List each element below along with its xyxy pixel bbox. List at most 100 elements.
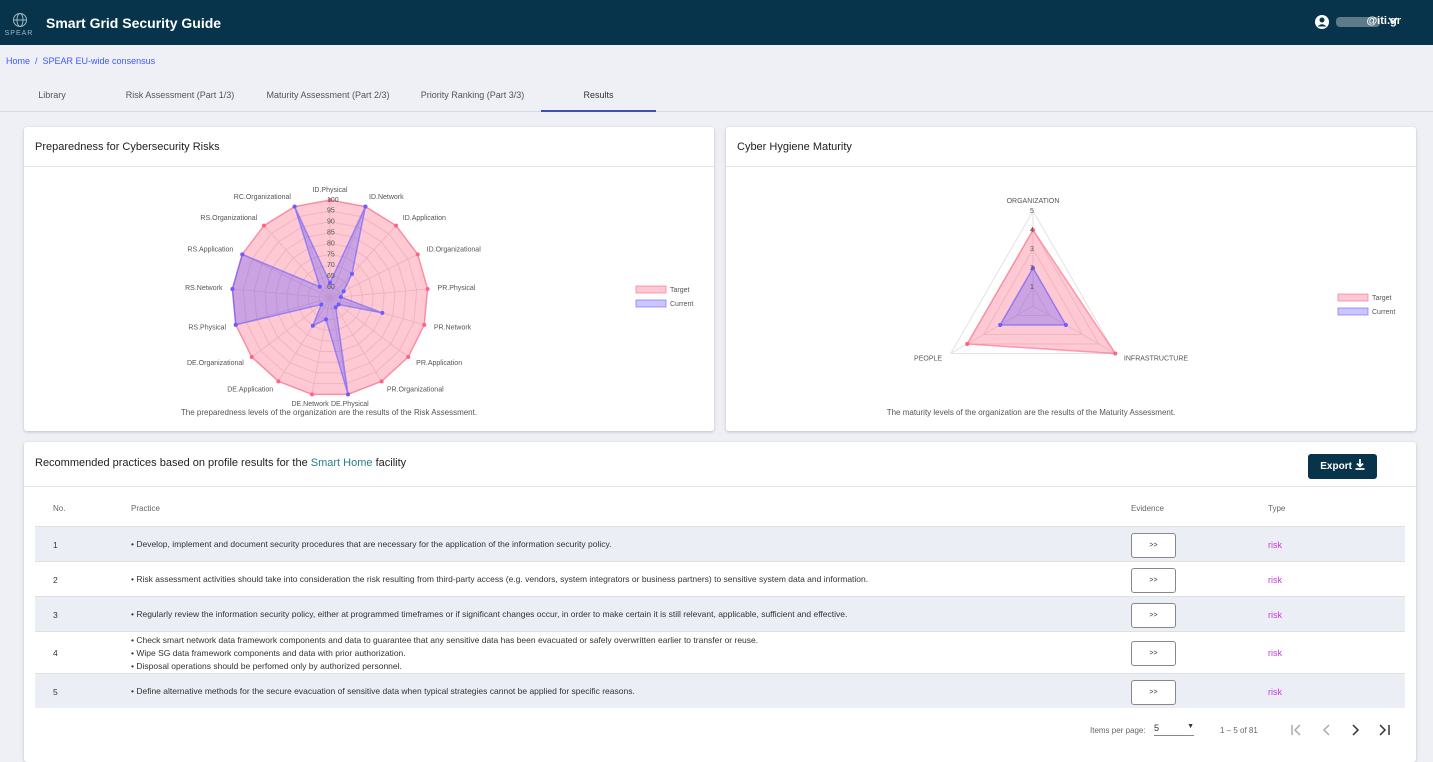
- radar-point: [1113, 351, 1118, 356]
- grid-ring: [242, 210, 418, 385]
- spoke: [1032, 305, 1116, 354]
- user-email[interactable]: @iti.gr: [1366, 15, 1401, 27]
- practice-cell: • Develop, implement and document securi…: [131, 538, 611, 551]
- spoke: [277, 297, 331, 382]
- last-page[interactable]: [1379, 724, 1390, 736]
- row-number: 3: [53, 609, 58, 620]
- practice-cell: • Risk assessment activities should take…: [131, 573, 868, 586]
- axis-label: RC.Organizational: [234, 194, 292, 201]
- radar-point: [319, 302, 324, 307]
- chart-card: Cyber Hygiene Maturity Target Current 1 2 3 4…: [726, 127, 1416, 431]
- crumb-link[interactable]: Home: [6, 56, 31, 66]
- radar-point: [310, 323, 315, 328]
- spoke: [329, 206, 366, 299]
- r-tick-label: 90: [327, 219, 335, 226]
- type-label: risk: [1268, 648, 1282, 658]
- row-number: 2: [53, 574, 58, 585]
- radar-point: [394, 223, 399, 228]
- r-tick-label: 70: [327, 262, 335, 269]
- radar-point: [415, 252, 420, 257]
- radar-point: [346, 392, 351, 397]
- next-page[interactable]: [1352, 724, 1360, 736]
- grid-ring: [286, 253, 374, 342]
- r-tick-label: 95: [327, 208, 335, 215]
- practice-line: • Risk assessment activities should take…: [131, 574, 869, 584]
- evidence-button[interactable]: >>: [1131, 532, 1176, 558]
- table-row: 1 • Develop, implement and document secur…: [35, 526, 1405, 561]
- spoke: [329, 288, 428, 299]
- tab[interactable]: Library: [38, 90, 66, 100]
- axis-label: RS.Organizational: [200, 215, 257, 222]
- column-header: Practice: [131, 504, 160, 513]
- grid-ring: [982, 247, 1084, 335]
- card-title: Recommended practices based on profile r…: [24, 442, 1416, 487]
- radar-point: [292, 204, 297, 209]
- evidence-button[interactable]: >>: [1131, 602, 1176, 628]
- radar-point: [1031, 228, 1035, 232]
- legend-swatch: [635, 285, 667, 294]
- app-title: Smart Grid Security Guide: [46, 15, 222, 31]
- type-label: risk: [1268, 686, 1282, 697]
- account-icon[interactable]: [1314, 14, 1330, 30]
- radar-point: [323, 317, 328, 322]
- axis-label: RS.Physical: [188, 324, 226, 331]
- r-tick-label: 80: [327, 240, 335, 247]
- r-tick-label: 4: [1030, 227, 1034, 234]
- r-tick-label: 5: [1030, 208, 1034, 215]
- radar-area: [965, 228, 1117, 355]
- practice-line: • Wipe SG data framework components and …: [131, 647, 406, 658]
- practice-line: • Disposal operations should be perfomed…: [131, 660, 402, 671]
- axis-label: ID.Network: [369, 194, 404, 201]
- r-tick-label: 65: [327, 273, 335, 280]
- tab[interactable]: Risk Assessment (Part 1/3): [125, 90, 235, 100]
- select-value: 5: [1154, 723, 1160, 733]
- grid-ring: [253, 221, 407, 374]
- column-header: No.: [53, 504, 66, 513]
- axis-label: ID.Physical: [312, 187, 347, 194]
- items-per-page-select[interactable]: 5 ▼: [1154, 723, 1194, 736]
- evidence-button[interactable]: >>: [1131, 641, 1176, 666]
- pager-buttons: [1291, 724, 1390, 736]
- legend-swatch: [1337, 293, 1369, 302]
- axis-label: PEOPLE: [914, 355, 942, 362]
- radar-point: [317, 284, 322, 289]
- prev-page[interactable]: [1322, 724, 1330, 736]
- radar-chart: Target Current 60 65 70 75 80 85 90 95 100 ID.Physi…: [181, 187, 693, 417]
- spoke: [242, 253, 331, 299]
- evidence-button[interactable]: >>: [1131, 679, 1176, 705]
- dropdown-icon[interactable]: [1388, 17, 1398, 25]
- practice-line: • Check smart network data framework com…: [131, 634, 759, 645]
- first-page[interactable]: [1291, 724, 1301, 736]
- spoke: [329, 225, 397, 299]
- axis-label: RS.Application: [187, 247, 233, 254]
- practice-line: • Develop, implement and document securi…: [131, 539, 612, 549]
- r-tick-label: 2: [1030, 265, 1034, 272]
- type-label: risk: [1268, 609, 1282, 620]
- tab[interactable]: Results: [541, 76, 656, 112]
- select-arrow: ▼: [1187, 723, 1194, 730]
- radar-point: [350, 271, 355, 276]
- radar-point: [328, 198, 332, 202]
- facility-link[interactable]: Smart Home: [310, 457, 373, 469]
- axis-label: ID.Organizational: [427, 247, 482, 254]
- axis-label: ID.Application: [403, 215, 446, 222]
- spoke: [311, 297, 331, 395]
- blurred-email: [1336, 17, 1380, 27]
- radar-point: [425, 286, 430, 291]
- tab[interactable]: Priority Ranking (Part 3/3): [420, 90, 525, 100]
- crumb-link[interactable]: SPEAR EU-wide consensus: [42, 56, 156, 66]
- radar-point: [240, 252, 245, 257]
- radar-point: [1063, 323, 1068, 327]
- radar-point: [380, 310, 385, 315]
- spoke: [329, 297, 409, 358]
- tab[interactable]: Maturity Assessment (Part 2/3): [266, 90, 390, 100]
- practice-line: • Define alternative methods for the sec…: [131, 686, 635, 696]
- tab-bar: Library Risk Assessment (Part 1/3) Matur…: [0, 76, 1433, 112]
- export-button[interactable]: Export: [1308, 454, 1377, 479]
- evidence-button[interactable]: >>: [1131, 567, 1176, 593]
- radar-point: [363, 204, 368, 209]
- grid-ring: [318, 286, 342, 310]
- app-bar: SPEAR Smart Grid Security Guide @iti.gr: [0, 0, 1433, 45]
- grid-ring: [949, 209, 1117, 354]
- legend-swatch: [635, 299, 667, 308]
